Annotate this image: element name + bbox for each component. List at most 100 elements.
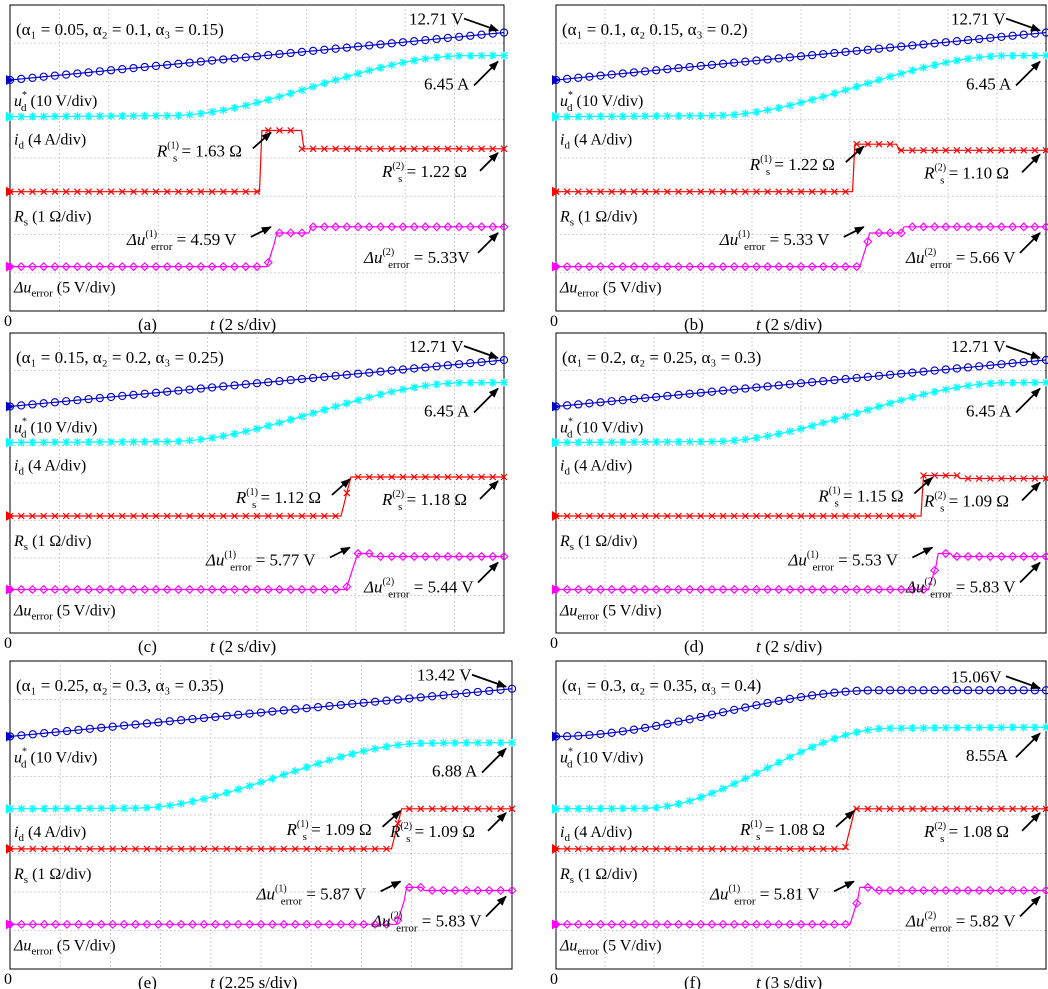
x-marker bbox=[563, 512, 571, 520]
diamond-marker bbox=[685, 262, 695, 272]
star-marker bbox=[719, 111, 728, 120]
x-marker bbox=[298, 145, 306, 153]
diamond-marker bbox=[584, 919, 594, 929]
diamond-marker bbox=[930, 885, 940, 896]
diamond-marker bbox=[618, 919, 628, 929]
star-marker bbox=[354, 396, 363, 405]
diamond-marker bbox=[140, 262, 150, 272]
star-marker bbox=[174, 437, 183, 446]
diamond-marker bbox=[387, 551, 397, 562]
diamond-marker bbox=[941, 222, 951, 232]
circle-marker bbox=[796, 379, 806, 388]
x-marker bbox=[986, 475, 994, 482]
star-marker bbox=[199, 794, 208, 803]
star-marker bbox=[830, 89, 839, 98]
star-marker bbox=[63, 804, 72, 813]
diamond-marker bbox=[785, 262, 795, 272]
circle-marker bbox=[897, 369, 906, 378]
diamond-marker bbox=[245, 919, 255, 929]
diamond-marker bbox=[774, 919, 784, 929]
star-marker bbox=[908, 393, 917, 402]
x-marker bbox=[675, 188, 682, 196]
star-marker bbox=[596, 112, 605, 121]
star-marker bbox=[314, 759, 323, 768]
panel-d: (α₁ = 0.2, α₂ = 0.25, α₃ = 0.3) u* d (10 V… bbox=[550, 332, 1048, 656]
star-marker bbox=[685, 437, 694, 446]
star-marker bbox=[808, 743, 817, 752]
circle-marker bbox=[432, 362, 441, 371]
x-marker bbox=[808, 512, 816, 520]
diamond-marker bbox=[941, 548, 951, 559]
x-marker bbox=[886, 805, 894, 813]
star-marker bbox=[219, 106, 228, 115]
rs-value-2: R(2) s = 1.18 Ω bbox=[381, 489, 467, 513]
x-marker bbox=[864, 805, 872, 813]
x-marker bbox=[96, 512, 104, 520]
du-arrow-1 bbox=[380, 880, 402, 893]
series-label-i_d: id (4 A/div) bbox=[14, 132, 86, 152]
x-marker bbox=[309, 145, 317, 153]
circle-marker bbox=[730, 58, 739, 67]
x-marker bbox=[753, 188, 760, 196]
star-marker bbox=[129, 111, 138, 120]
diamond-marker bbox=[1019, 222, 1029, 232]
diamond-marker bbox=[607, 584, 617, 595]
origin-label: 0 bbox=[4, 635, 12, 652]
diamond-marker bbox=[673, 584, 684, 595]
x-marker bbox=[444, 145, 452, 153]
circle-marker bbox=[718, 59, 728, 68]
x-marker bbox=[986, 146, 994, 154]
diamond-marker bbox=[863, 584, 873, 595]
rs-arrow-1 bbox=[381, 810, 402, 828]
star-marker bbox=[508, 738, 516, 747]
diamond-marker bbox=[331, 584, 341, 595]
circle-marker bbox=[1019, 30, 1028, 39]
circle-marker bbox=[908, 686, 917, 695]
diamond-marker bbox=[279, 919, 289, 929]
x-marker bbox=[280, 845, 288, 853]
star-marker bbox=[439, 739, 448, 748]
x-marker bbox=[686, 512, 694, 520]
star-marker bbox=[919, 390, 928, 399]
du-value-2: Δu(2) error = 5.83 V bbox=[371, 910, 482, 934]
circle-marker bbox=[652, 721, 661, 731]
circle-marker bbox=[353, 369, 363, 378]
diamond-marker bbox=[584, 584, 594, 595]
diamond-marker bbox=[629, 584, 639, 595]
circle-marker bbox=[986, 33, 995, 43]
diamond-marker bbox=[324, 919, 335, 929]
diamond-marker bbox=[507, 885, 517, 896]
x-marker bbox=[920, 146, 927, 154]
star-marker bbox=[416, 739, 425, 748]
star-marker bbox=[163, 111, 172, 120]
diamond-marker bbox=[274, 584, 285, 595]
diamond-marker bbox=[1019, 885, 1029, 896]
id-final-arrow bbox=[1015, 732, 1041, 758]
diamond-marker bbox=[140, 584, 150, 595]
x-axis-label: t (2 s/div) bbox=[210, 637, 276, 656]
star-marker bbox=[941, 385, 950, 394]
x-marker bbox=[775, 512, 783, 520]
x-marker bbox=[440, 805, 447, 813]
x-marker bbox=[332, 512, 340, 520]
circle-marker bbox=[763, 382, 772, 391]
x-marker bbox=[287, 127, 295, 134]
diamond-marker bbox=[290, 919, 300, 929]
star-marker bbox=[39, 438, 48, 447]
star-marker bbox=[663, 111, 672, 120]
diamond-marker bbox=[829, 584, 839, 595]
circle-marker bbox=[313, 703, 323, 712]
x-marker bbox=[663, 512, 671, 520]
diamond-marker bbox=[473, 885, 483, 896]
x-marker bbox=[864, 140, 872, 148]
circle-marker bbox=[730, 705, 739, 714]
diamond-marker bbox=[930, 565, 940, 575]
circle-marker bbox=[763, 698, 772, 708]
star-marker bbox=[997, 723, 1006, 732]
circle-marker bbox=[97, 723, 106, 732]
x-marker bbox=[208, 188, 216, 196]
star-marker bbox=[108, 804, 117, 813]
circle-marker bbox=[241, 380, 250, 389]
circle-marker bbox=[410, 37, 419, 46]
star-marker bbox=[208, 107, 217, 116]
